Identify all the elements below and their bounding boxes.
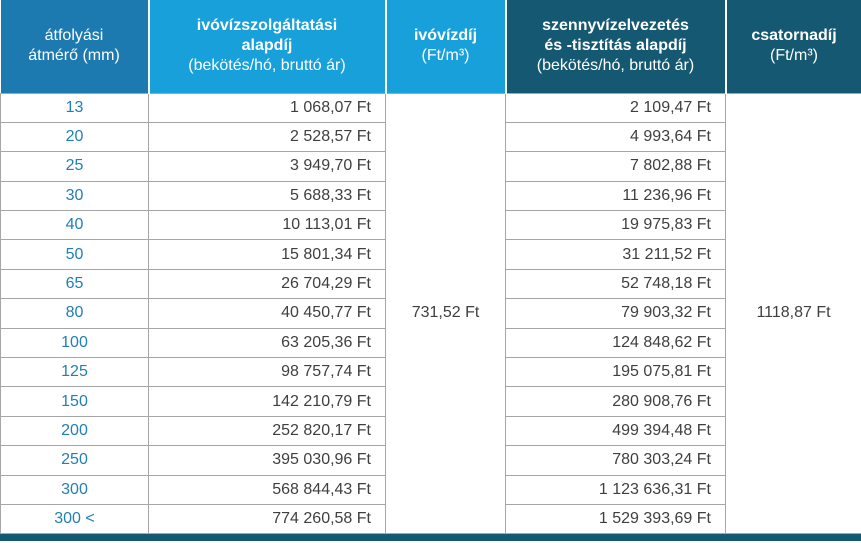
header-sewer-base-title2: és -tisztítás alapdíj — [544, 37, 687, 55]
diameter-cell: 20 — [0, 121, 149, 153]
sewer-base-fee-cell: 52 748,18 Ft — [505, 268, 726, 300]
water-base-fee-cell: 252 820,17 Ft — [148, 415, 386, 447]
table-row: 200 252 820,17 Ft 499 394,48 Ft — [0, 415, 861, 447]
table-row: 30 5 688,33 Ft 11 236,96 Ft — [0, 180, 861, 212]
water-base-fee-cell: 2 528,57 Ft — [148, 121, 386, 153]
header-water-base-fee: ivóvízszolgáltatási alapdíj (bekötés/hó,… — [148, 0, 387, 93]
table-row: 13 1 068,07 Ft 731,52 Ft 2 109,47 Ft 1118,87… — [0, 92, 861, 535]
diameter-cell: 50 — [0, 239, 149, 270]
diameter-cell: 300 < — [0, 503, 149, 535]
header-sewer-base-fee: szennyvízelvezetés és -tisztítás alapdíj… — [505, 0, 727, 93]
table-row: 25 3 949,70 Ft 7 802,88 Ft — [0, 151, 861, 182]
sewer-base-fee-cell: 195 075,81 Ft — [505, 357, 726, 388]
sewer-base-fee-cell: 124 848,62 Ft — [505, 327, 726, 359]
table-row: 40 10 113,01 Ft 19 975,83 Ft — [0, 210, 861, 241]
table-row: 80 40 450,77 Ft 79 903,32 Ft — [0, 298, 861, 329]
header-water-base-subtitle: (bekötés/hó, bruttó ár) — [188, 57, 346, 75]
sewer-base-fee-cell: 1 123 636,31 Ft — [505, 474, 726, 505]
water-base-fee-cell: 40 450,77 Ft — [148, 298, 386, 329]
sewer-unit-price-cell: 1118,87 Ft — [725, 92, 861, 535]
sewer-base-fee-cell: 19 975,83 Ft — [505, 210, 726, 241]
water-base-fee-cell: 774 260,58 Ft — [148, 503, 386, 535]
header-sewer-base-subtitle: (bekötés/hó, bruttó ár) — [536, 57, 695, 75]
header-sewer-unit-price: csatornadíj (Ft/m³) — [725, 0, 861, 93]
header-sewer-price-unit: (Ft/m³) — [770, 47, 818, 65]
header-diameter: átfolyási átmérő (mm) — [0, 0, 150, 93]
sewer-base-fee-cell: 11 236,96 Ft — [505, 180, 726, 212]
table-row: 65 26 704,29 Ft 52 748,18 Ft — [0, 268, 861, 300]
table-row: 125 98 757,74 Ft 195 075,81 Ft — [0, 357, 861, 388]
table-body: 13 1 068,07 Ft 731,52 Ft 2 109,47 Ft 1118,87… — [0, 92, 861, 535]
sewer-base-fee-cell: 499 394,48 Ft — [505, 415, 726, 447]
water-base-fee-cell: 26 704,29 Ft — [148, 268, 386, 300]
sewer-base-fee-cell: 1 529 393,69 Ft — [505, 503, 726, 535]
sewer-base-fee-cell: 79 903,32 Ft — [505, 298, 726, 329]
table-row: 300 <774 260,58 Ft 1 529 393,69 Ft — [0, 503, 861, 535]
diameter-cell: 40 — [0, 210, 149, 241]
diameter-cell: 13 — [0, 92, 149, 123]
sewer-base-fee-cell: 2 109,47 Ft — [505, 92, 726, 123]
water-base-fee-cell: 15 801,34 Ft — [148, 239, 386, 270]
water-base-fee-cell: 142 210,79 Ft — [148, 386, 386, 417]
header-diameter-line2: átmérő (mm) — [28, 47, 120, 65]
header-sewer-base-title1: szennyvízelvezetés — [542, 17, 689, 35]
water-base-fee-cell: 5 688,33 Ft — [148, 180, 386, 212]
header-water-price-unit: (Ft/m³) — [421, 47, 470, 65]
diameter-cell: 80 — [0, 298, 149, 329]
water-base-fee-cell: 10 113,01 Ft — [148, 210, 386, 241]
diameter-cell: 250 — [0, 445, 149, 476]
table-row: 50 15 801,34 Ft 31 211,52 Ft — [0, 239, 861, 270]
header-water-price-title: ivóvízdíj — [413, 27, 478, 45]
table-row: 150 142 210,79 Ft 280 908,76 Ft — [0, 386, 861, 417]
water-base-fee-cell: 395 030,96 Ft — [148, 445, 386, 476]
water-base-fee-cell: 98 757,74 Ft — [148, 357, 386, 388]
water-base-fee-cell: 3 949,70 Ft — [148, 151, 386, 182]
sewer-base-fee-cell: 780 303,24 Ft — [505, 445, 726, 476]
water-base-fee-cell: 63 205,36 Ft — [148, 327, 386, 359]
diameter-cell: 200 — [0, 415, 149, 447]
header-water-unit-price: ivóvízdíj (Ft/m³) — [385, 0, 507, 93]
diameter-cell: 100 — [0, 327, 149, 359]
table-row: 300 568 844,43 Ft 1 123 636,31 Ft — [0, 474, 861, 505]
table-row: 100 63 205,36 Ft 124 848,62 Ft — [0, 327, 861, 359]
sewer-base-fee-cell: 4 993,64 Ft — [505, 121, 726, 153]
header-water-base-title1: ivóvízszolgáltatási — [196, 17, 338, 35]
bottom-accent-bar — [0, 534, 861, 542]
header-diameter-line1: átfolyási — [44, 27, 104, 45]
table-row: 250 395 030,96 Ft 780 303,24 Ft — [0, 445, 861, 476]
water-base-fee-cell: 568 844,43 Ft — [148, 474, 386, 505]
water-unit-price-cell: 731,52 Ft — [385, 92, 506, 535]
table-row: 20 2 528,57 Ft 4 993,64 Ft — [0, 121, 861, 153]
diameter-cell: 125 — [0, 357, 149, 388]
diameter-cell: 300 — [0, 474, 149, 505]
diameter-cell: 30 — [0, 180, 149, 212]
header-water-base-title2: alapdíj — [241, 37, 293, 55]
diameter-cell: 150 — [0, 386, 149, 417]
header-sewer-price-title: csatornadíj — [751, 27, 837, 45]
water-base-fee-cell: 1 068,07 Ft — [148, 92, 386, 123]
sewer-base-fee-cell: 7 802,88 Ft — [505, 151, 726, 182]
sewer-base-fee-cell: 280 908,76 Ft — [505, 386, 726, 417]
sewer-base-fee-cell: 31 211,52 Ft — [505, 239, 726, 270]
table-header-row: átfolyási átmérő (mm) ivóvízszolgáltatás… — [0, 0, 861, 93]
diameter-cell: 65 — [0, 268, 149, 300]
diameter-cell: 25 — [0, 151, 149, 182]
